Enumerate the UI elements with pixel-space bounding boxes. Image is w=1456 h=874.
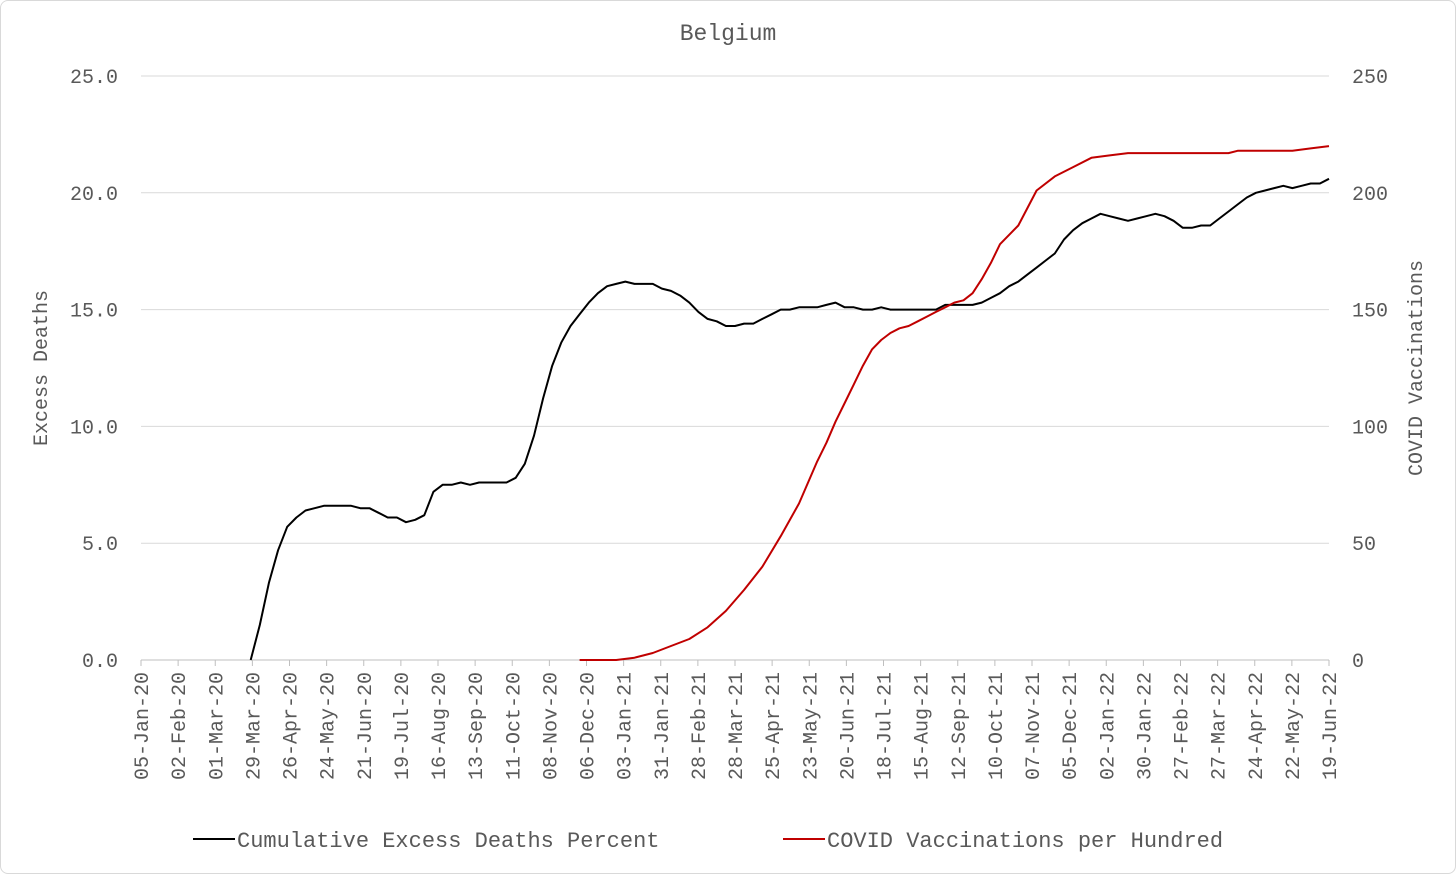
series-line-excess-deaths <box>249 177 1330 661</box>
x-tick-label: 28-Mar-21 <box>726 672 749 780</box>
left-tick-label: 10.0 <box>70 417 118 440</box>
x-tick-label: 02-Feb-20 <box>169 672 192 780</box>
x-tick-label: 11-Oct-20 <box>503 672 526 780</box>
left-tick-label: 20.0 <box>70 184 118 207</box>
x-tick-label: 27-Mar-22 <box>1209 672 1232 780</box>
x-tick-label: 05-Jan-20 <box>132 672 155 780</box>
x-tick-label: 19-Jun-22 <box>1320 672 1343 780</box>
legend-label-excess-deaths: Cumulative Excess Deaths Percent <box>237 829 659 854</box>
x-tick-label: 10-Oct-21 <box>986 672 1009 780</box>
x-tick-label: 18-Jul-21 <box>875 672 898 780</box>
right-tick-label: 150 <box>1352 301 1388 324</box>
x-tick-label: 19-Jul-20 <box>392 672 415 780</box>
x-tick-label: 13-Sep-20 <box>466 672 489 780</box>
x-tick-label: 01-Mar-20 <box>206 672 229 780</box>
left-axis-ticks: 0.0 5.0 10.0 15.0 20.0 25.0 <box>70 67 118 674</box>
left-tick-label: 5.0 <box>82 534 118 557</box>
right-tick-label: 50 <box>1352 534 1376 557</box>
x-tick-label: 21-Jun-20 <box>355 672 378 780</box>
x-tick-label: 24-May-20 <box>318 672 341 780</box>
x-axis-ticks: 05-Jan-20 02-Feb-20 01-Mar-20 29-Mar-20 26-A… <box>132 672 1343 780</box>
left-tick-label: 0.0 <box>82 651 118 674</box>
x-tick-label: 03-Jan-21 <box>615 672 638 780</box>
right-axis-ticks: 0 50 100 150 200 250 <box>1352 67 1388 674</box>
legend-label-vaccinations: COVID Vaccinations per Hundred <box>827 829 1223 854</box>
grid-lines <box>140 75 1330 666</box>
x-tick-label: 26-Apr-20 <box>281 672 304 780</box>
x-tick-label: 16-Aug-20 <box>429 672 452 780</box>
x-tick-label: 31-Jan-21 <box>652 672 675 780</box>
x-tick-label: 08-Nov-20 <box>540 672 563 780</box>
x-tick-label: 07-Nov-21 <box>1023 672 1046 780</box>
right-tick-label: 100 <box>1352 417 1388 440</box>
x-tick-label: 02-Jan-22 <box>1097 672 1120 780</box>
x-tick-label: 25-Apr-21 <box>763 672 786 780</box>
series-lines <box>249 145 1330 661</box>
x-tick-label: 20-Jun-21 <box>837 672 860 780</box>
left-tick-label: 25.0 <box>70 67 118 90</box>
x-tick-label: 29-Mar-20 <box>243 672 266 780</box>
x-tick-label: 15-Aug-21 <box>912 672 935 780</box>
x-tick-label: 23-May-21 <box>800 672 823 780</box>
x-tick-label: 06-Dec-20 <box>578 672 601 780</box>
left-tick-label: 15.0 <box>70 301 118 324</box>
right-axis-title: COVID Vaccinations <box>1406 260 1429 476</box>
right-tick-label: 250 <box>1352 67 1388 90</box>
left-axis-title: Excess Deaths <box>31 290 54 446</box>
x-tick-label: 27-Feb-22 <box>1172 672 1195 780</box>
right-tick-label: 200 <box>1352 184 1388 207</box>
legend: Cumulative Excess Deaths Percent COVID V… <box>193 829 1223 854</box>
x-tick-label: 22-May-22 <box>1283 672 1306 780</box>
right-tick-label: 0 <box>1352 651 1364 674</box>
chart-title: Belgium <box>680 21 777 47</box>
x-tick-label: 05-Dec-21 <box>1060 672 1083 780</box>
series-line-vaccinations <box>579 145 1330 661</box>
x-tick-label: 12-Sep-21 <box>949 672 972 780</box>
x-tick-label: 24-Apr-22 <box>1246 672 1269 780</box>
x-tick-label: 30-Jan-22 <box>1134 672 1157 780</box>
x-tick-label: 28-Feb-21 <box>689 672 712 780</box>
